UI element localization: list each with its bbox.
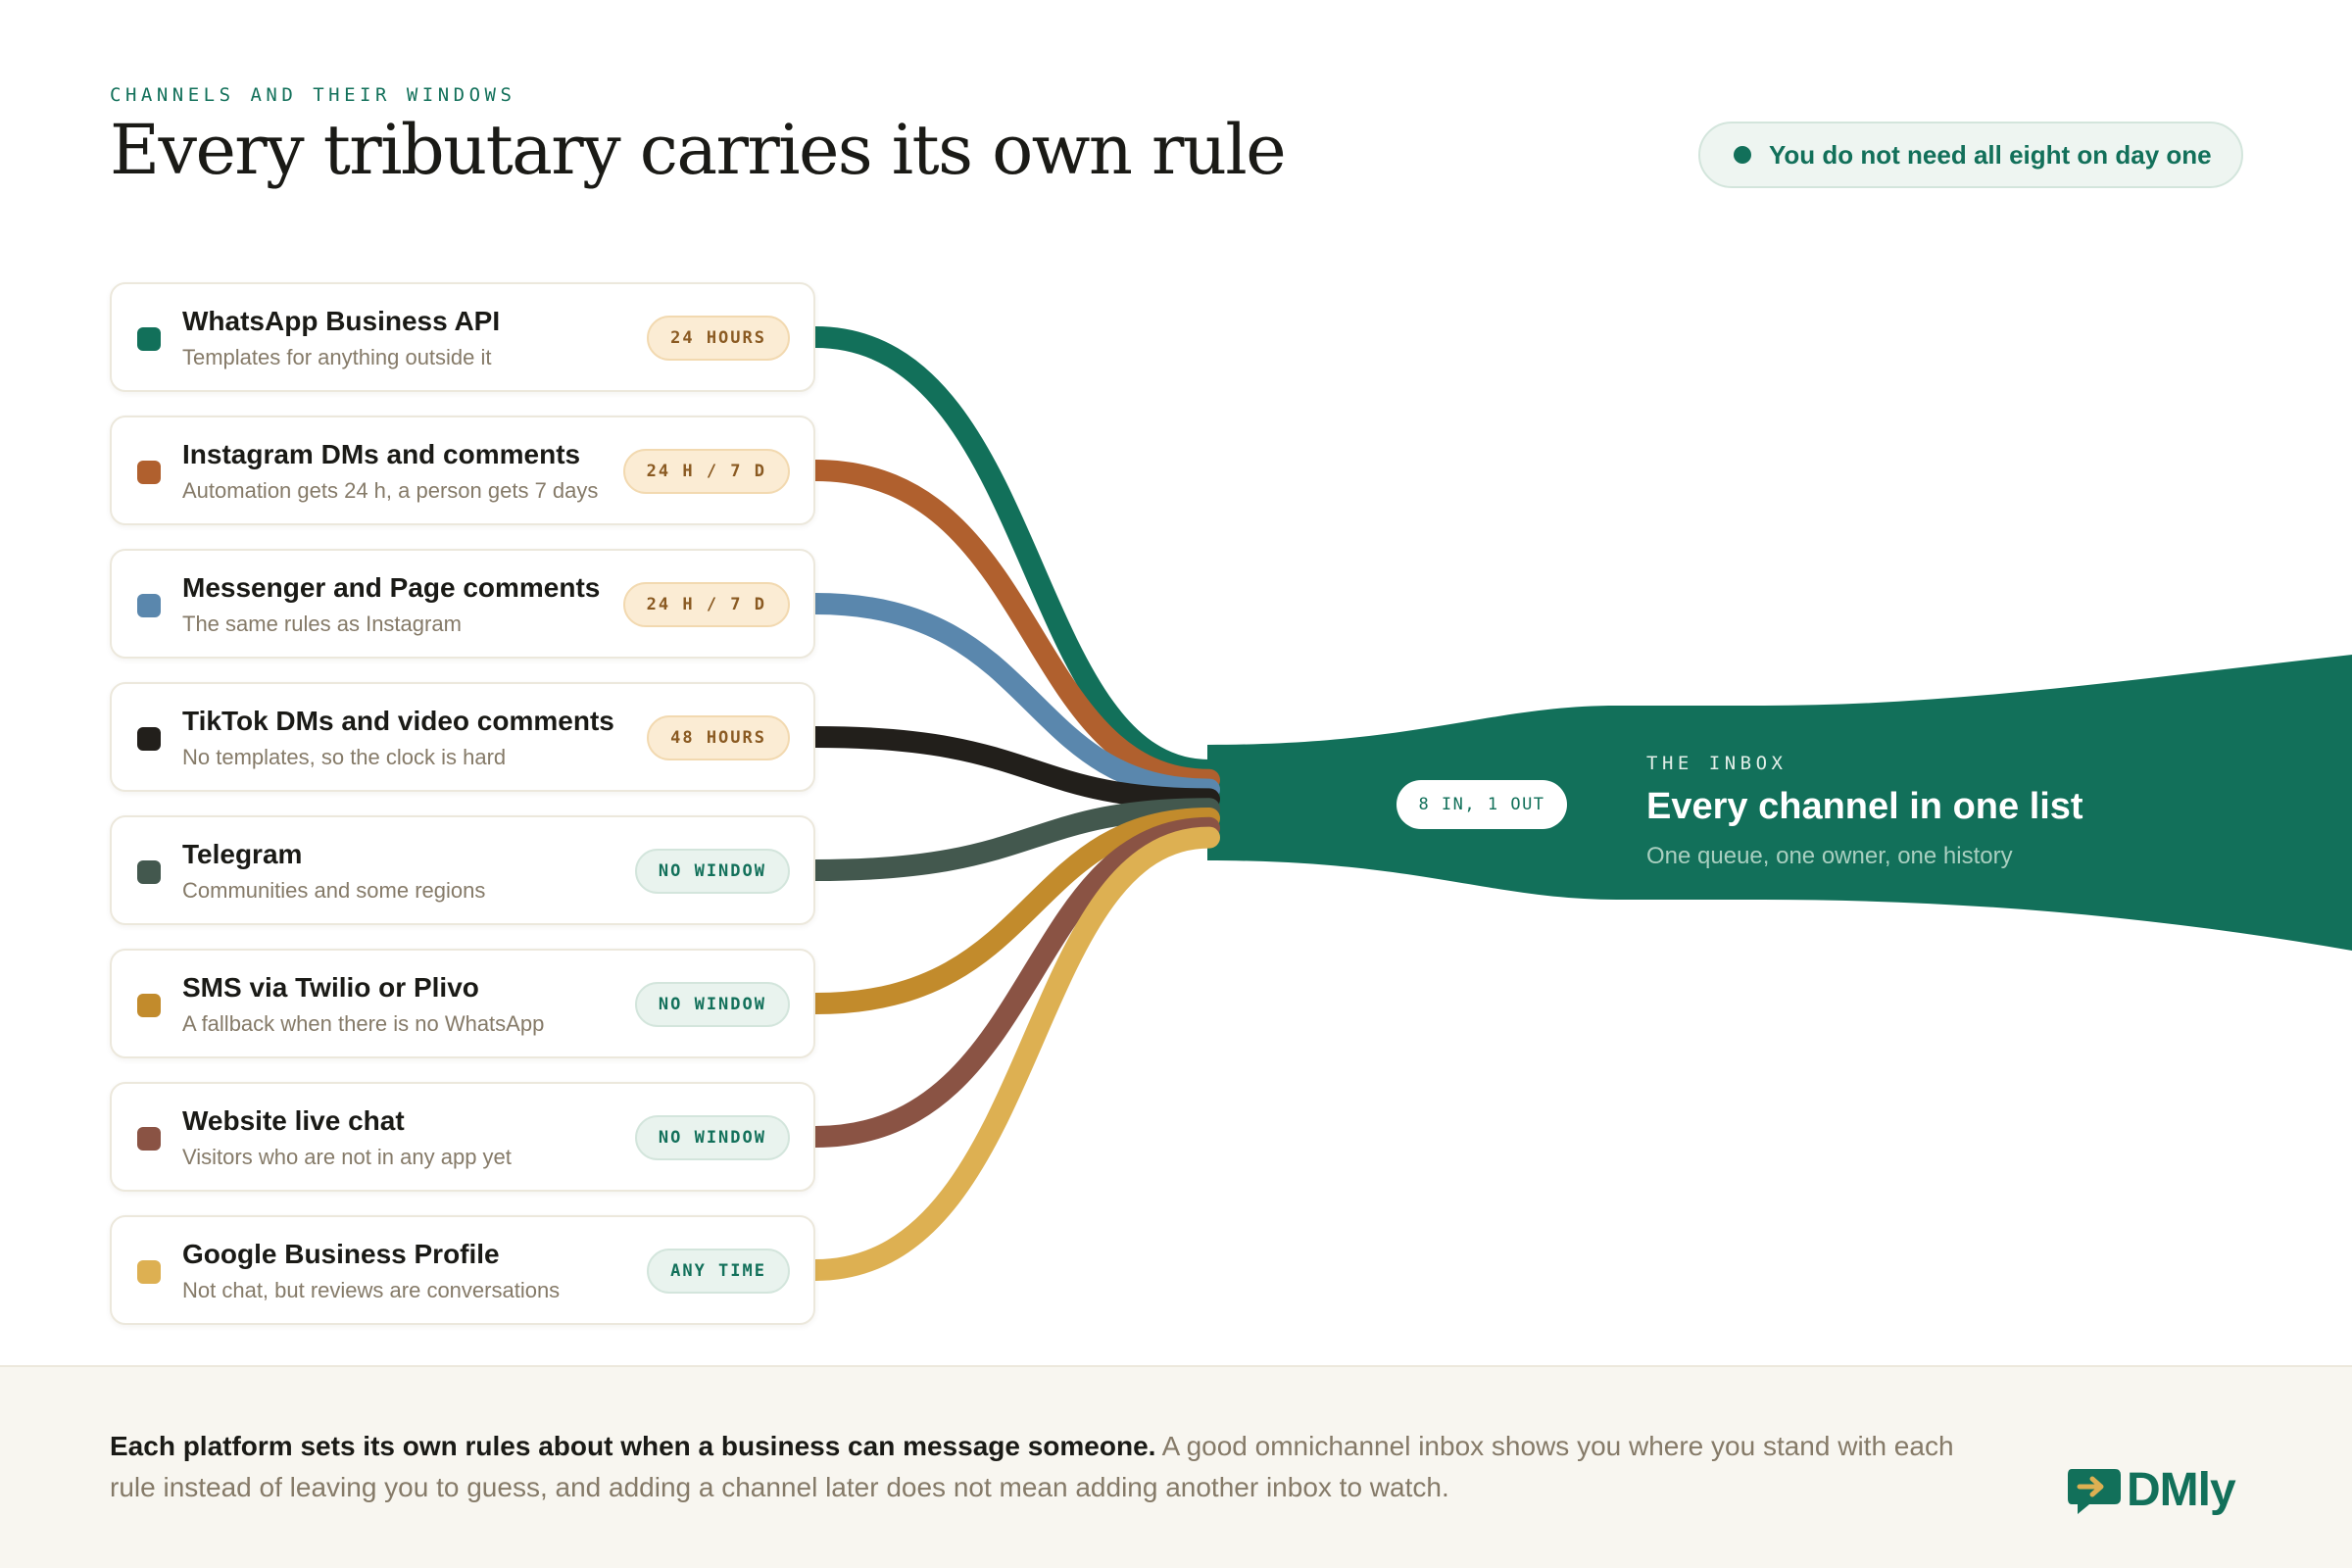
window-badge: 24 H / 7 D — [622, 582, 790, 627]
channel-description: A fallback when there is no WhatsApp — [182, 1011, 545, 1036]
channel-color-swatch — [137, 994, 161, 1017]
window-badge: 48 HOURS — [647, 715, 790, 760]
window-badge: NO WINDOW — [634, 982, 790, 1027]
inbox-eyebrow: THE INBOX — [1646, 753, 1788, 774]
channel-card: Telegram Communities and some regions NO W… — [110, 815, 815, 925]
footer: Each platform sets its own rules about w… — [0, 1365, 2352, 1568]
channel-card: Google Business Profile Not chat, but rev… — [110, 1215, 815, 1325]
callout-pill: You do not need all eight on day one — [1698, 122, 2243, 188]
channel-name: SMS via Twilio or Plivo — [182, 972, 479, 1003]
channel-name: Website live chat — [182, 1105, 405, 1136]
channel-name: Instagram DMs and comments — [182, 439, 581, 469]
channel-color-swatch — [137, 860, 161, 884]
channel-card: Instagram DMs and comments Automation get… — [110, 416, 815, 525]
channel-streams — [805, 326, 1220, 1281]
channel-stream — [805, 593, 1220, 801]
channel-color-swatch — [137, 1127, 161, 1151]
channel-name: Messenger and Page comments — [182, 572, 601, 603]
flow-diagram — [805, 326, 2352, 1281]
channel-card: Website live chat Visitors who are not in… — [110, 1082, 815, 1192]
brand-name: DMly — [2127, 1464, 2236, 1516]
channel-stream — [805, 816, 1220, 1148]
channel-stream — [805, 726, 1220, 810]
inbox-subtitle: One queue, one owner, one history — [1646, 843, 2013, 869]
window-badge: NO WINDOW — [634, 849, 790, 894]
footer-text: Each platform sets its own rules about w… — [110, 1426, 1972, 1508]
channel-card: TikTok DMs and video comments No template… — [110, 682, 815, 792]
section-eyebrow: CHANNELS AND THEIR WINDOWS — [110, 84, 516, 106]
channel-name: Telegram — [182, 839, 303, 869]
channel-description: The same rules as Instagram — [182, 612, 462, 636]
channel-name: Google Business Profile — [182, 1239, 500, 1269]
brand-logo: DMly — [2066, 1463, 2236, 1517]
callout-text: You do not need all eight on day one — [1769, 139, 2212, 170]
status-dot-icon — [1734, 146, 1751, 164]
flow-count-chip: 8 IN, 1 OUT — [1396, 780, 1567, 829]
inbox-title: Every channel in one list — [1646, 786, 2083, 827]
channel-name: WhatsApp Business API — [182, 306, 501, 336]
channel-description: No templates, so the clock is hard — [182, 745, 507, 769]
channel-stream — [805, 808, 1220, 1014]
channel-stream — [805, 826, 1220, 1281]
window-badge: NO WINDOW — [634, 1115, 790, 1160]
channel-color-swatch — [137, 727, 161, 751]
footer-lead: Each platform sets its own rules about w… — [110, 1431, 1156, 1461]
channel-card: SMS via Twilio or Plivo A fallback when t… — [110, 949, 815, 1058]
channel-color-swatch — [137, 327, 161, 351]
chat-arrow-icon — [2068, 1468, 2121, 1514]
channel-card: WhatsApp Business API Templates for anyth… — [110, 282, 815, 392]
channel-card: Messenger and Page comments The same rule… — [110, 549, 815, 659]
channel-description: Automation gets 24 h, a person gets 7 da… — [182, 478, 599, 503]
channel-color-swatch — [137, 461, 161, 484]
channel-name: TikTok DMs and video comments — [182, 706, 614, 736]
page-title: Every tributary carries its own rule — [110, 110, 1287, 190]
channel-stream — [805, 326, 1220, 781]
channel-color-swatch — [137, 594, 161, 617]
channel-description: Communities and some regions — [182, 878, 486, 903]
window-badge: 24 H / 7 D — [622, 449, 790, 494]
channel-color-swatch — [137, 1260, 161, 1284]
channel-stream — [805, 460, 1220, 791]
channel-description: Templates for anything outside it — [182, 345, 492, 369]
window-badge: 24 HOURS — [647, 316, 790, 361]
channel-description: Not chat, but reviews are conversations — [182, 1278, 561, 1302]
window-badge: ANY TIME — [647, 1249, 790, 1294]
footer-body: A good omnichannel inbox shows you where… — [110, 1431, 1954, 1502]
channel-description: Visitors who are not in any app yet — [182, 1145, 512, 1169]
channel-stream — [805, 798, 1220, 881]
inbox-band — [1207, 655, 2352, 951]
